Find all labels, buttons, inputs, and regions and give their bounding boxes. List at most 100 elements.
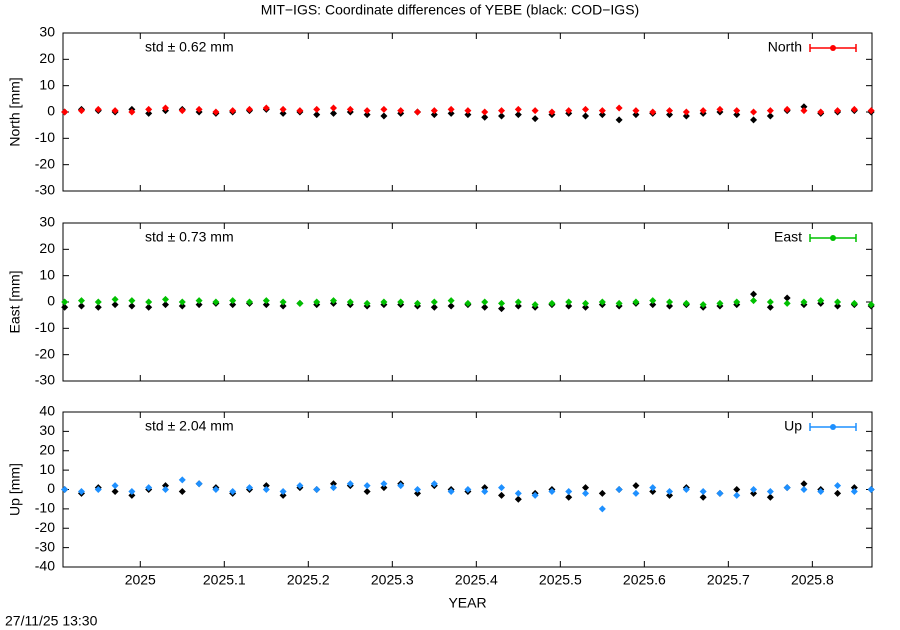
data-point: [94, 303, 102, 311]
data-point: [766, 107, 774, 115]
data-point: [666, 491, 674, 499]
y-tick-label: -10: [35, 129, 55, 145]
data-point: [414, 299, 422, 307]
data-point: [464, 299, 472, 307]
data-point: [313, 111, 321, 119]
data-point: [750, 108, 758, 116]
data-point: [750, 290, 758, 298]
data-point: [766, 112, 774, 120]
data-point: [565, 298, 573, 306]
data-point: [632, 111, 640, 119]
data-point: [178, 298, 186, 306]
y-tick-label: 20: [39, 240, 55, 256]
y-tick-label: 10: [39, 266, 55, 282]
data-point: [178, 302, 186, 310]
data-point: [682, 108, 690, 116]
data-point: [867, 301, 875, 309]
data-point: [514, 495, 522, 503]
data-point: [94, 105, 102, 113]
data-point: [817, 108, 825, 116]
data-point: [498, 107, 506, 115]
data-point: [111, 482, 119, 490]
y-tick-label: 30: [39, 422, 55, 438]
data-point: [514, 111, 522, 119]
data-point: [481, 108, 489, 116]
data-point: [498, 484, 506, 492]
data-point: [565, 493, 573, 501]
data-point: [733, 111, 741, 119]
data-point: [699, 493, 707, 501]
y-tick-label: 0: [47, 293, 55, 309]
data-point: [750, 486, 758, 493]
data-point: [615, 299, 623, 307]
y-axis-label: Up [mm]: [7, 463, 23, 516]
data-point: [649, 297, 657, 305]
data-point: [649, 301, 657, 309]
data-point: [565, 107, 573, 115]
data-point: [514, 105, 522, 113]
data-point: [161, 301, 169, 309]
x-tick-label: 2025.3: [371, 572, 414, 588]
data-point: [766, 303, 774, 311]
data-point: [363, 482, 371, 490]
data-point: [397, 298, 405, 306]
data-point: [363, 111, 371, 119]
x-tick-label: 2025.1: [203, 572, 246, 588]
data-point: [632, 489, 640, 497]
data-point: [766, 298, 774, 306]
data-point: [514, 489, 522, 497]
data-point: [111, 107, 119, 115]
data-point: [380, 105, 388, 113]
data-point: [598, 111, 606, 119]
data-point: [262, 297, 270, 305]
data-point: [279, 491, 287, 499]
data-point: [783, 294, 791, 302]
data-point: [615, 116, 623, 124]
data-point: [414, 486, 422, 493]
data-point: [262, 486, 270, 493]
data-point: [430, 480, 438, 488]
data-point: [531, 107, 539, 115]
data-point: [77, 297, 85, 305]
x-tick-label: 2025.8: [791, 572, 834, 588]
data-point: [145, 109, 153, 117]
y-tick-label: -30: [35, 372, 55, 388]
data-point: [766, 493, 774, 501]
data-point: [128, 302, 136, 310]
data-point: [834, 107, 842, 115]
data-point: [783, 484, 791, 492]
data-point: [481, 113, 489, 121]
data-point: [161, 104, 169, 112]
data-point: [430, 111, 438, 119]
data-point: [733, 298, 741, 306]
data-point: [128, 491, 136, 499]
data-point: [195, 301, 203, 309]
data-point: [430, 107, 438, 115]
legend-label: Up: [784, 418, 802, 434]
data-point: [447, 105, 455, 113]
data-point: [464, 486, 472, 493]
data-point: [666, 107, 674, 115]
data-point: [346, 480, 354, 488]
data-point: [615, 486, 623, 493]
data-point: [548, 108, 556, 116]
data-point: [262, 482, 270, 490]
data-point: [766, 487, 774, 495]
data-point: [380, 298, 388, 306]
data-point: [598, 505, 606, 513]
y-tick-label: -10: [35, 319, 55, 335]
y-tick-label: 0: [47, 480, 55, 496]
data-point: [178, 107, 186, 115]
data-point: [195, 105, 203, 113]
data-point: [61, 303, 69, 311]
data-point: [750, 297, 758, 305]
data-point: [582, 299, 590, 307]
data-point: [598, 298, 606, 306]
data-point: [498, 299, 506, 307]
data-point: [346, 298, 354, 306]
data-point: [850, 484, 858, 492]
data-point: [682, 299, 690, 307]
data-point: [178, 487, 186, 495]
data-point: [145, 105, 153, 113]
data-point: [229, 301, 237, 309]
